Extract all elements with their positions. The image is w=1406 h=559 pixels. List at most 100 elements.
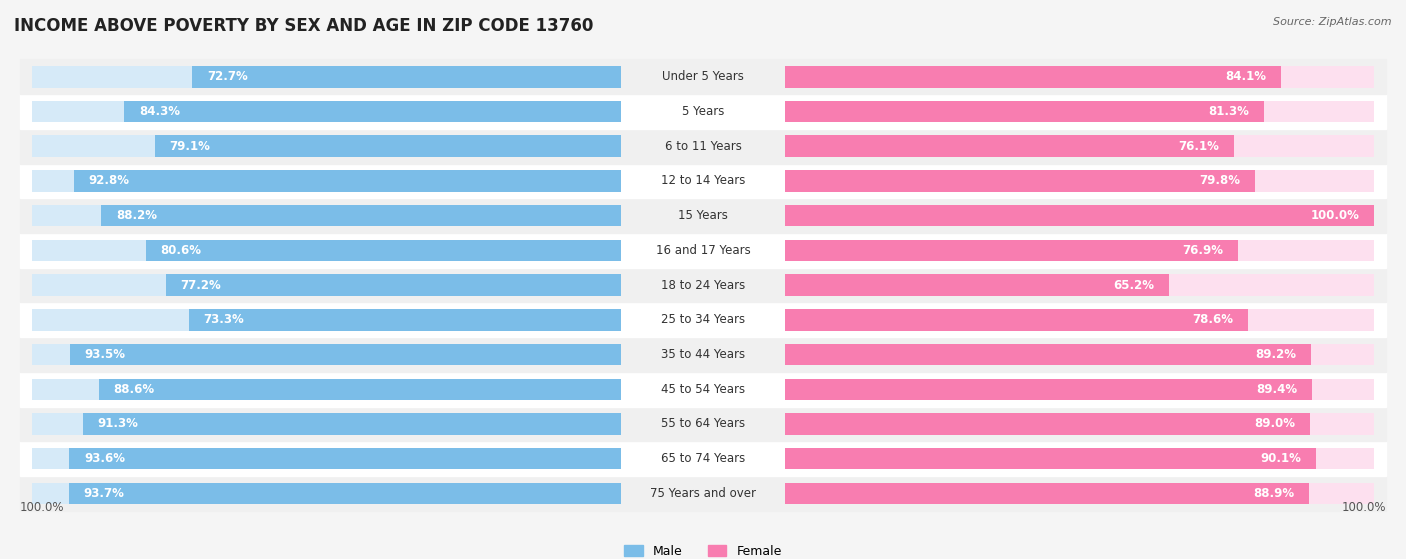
Bar — [786, 240, 1239, 261]
Bar — [786, 240, 1374, 261]
Bar — [32, 101, 620, 122]
Bar — [32, 482, 620, 504]
Bar — [20, 129, 1386, 164]
Bar — [124, 101, 620, 122]
Bar — [786, 205, 1374, 226]
Text: 91.3%: 91.3% — [97, 418, 139, 430]
Bar — [20, 233, 1386, 268]
Bar — [98, 378, 620, 400]
Bar — [786, 482, 1309, 504]
Bar — [69, 482, 620, 504]
Bar — [786, 378, 1374, 400]
Text: 84.3%: 84.3% — [139, 105, 180, 118]
Text: 77.2%: 77.2% — [181, 278, 222, 292]
Text: 76.9%: 76.9% — [1182, 244, 1223, 257]
Bar — [20, 59, 1386, 94]
Text: 25 to 34 Years: 25 to 34 Years — [661, 313, 745, 326]
Bar — [786, 309, 1249, 330]
Bar — [786, 274, 1170, 296]
Bar — [786, 448, 1316, 470]
Bar — [101, 205, 620, 226]
Text: 89.0%: 89.0% — [1254, 418, 1295, 430]
Bar — [786, 66, 1374, 88]
Text: Under 5 Years: Under 5 Years — [662, 70, 744, 83]
Text: 65.2%: 65.2% — [1114, 278, 1154, 292]
Bar — [155, 135, 620, 157]
Bar — [32, 205, 620, 226]
Bar — [146, 240, 620, 261]
Text: 79.1%: 79.1% — [170, 140, 211, 153]
Bar — [786, 135, 1233, 157]
Bar — [166, 274, 620, 296]
Bar — [786, 344, 1310, 366]
Bar — [83, 413, 620, 435]
Text: 84.1%: 84.1% — [1225, 70, 1265, 83]
Text: 100.0%: 100.0% — [1310, 209, 1360, 222]
Text: 100.0%: 100.0% — [20, 501, 65, 514]
Bar — [786, 482, 1374, 504]
Text: 80.6%: 80.6% — [160, 244, 201, 257]
Bar — [20, 442, 1386, 476]
Text: 6 to 11 Years: 6 to 11 Years — [665, 140, 741, 153]
Bar — [20, 164, 1386, 198]
Text: 93.6%: 93.6% — [84, 452, 125, 465]
Bar — [20, 337, 1386, 372]
Bar — [20, 406, 1386, 442]
Bar — [188, 309, 620, 330]
Text: 45 to 54 Years: 45 to 54 Years — [661, 383, 745, 396]
Text: 15 Years: 15 Years — [678, 209, 728, 222]
Text: 73.3%: 73.3% — [204, 313, 245, 326]
Text: 72.7%: 72.7% — [207, 70, 247, 83]
Text: 92.8%: 92.8% — [89, 174, 129, 187]
Bar — [32, 378, 620, 400]
Bar — [786, 205, 1374, 226]
Bar — [786, 448, 1374, 470]
Bar — [20, 268, 1386, 302]
Bar — [20, 198, 1386, 233]
Text: 89.4%: 89.4% — [1256, 383, 1298, 396]
Text: 89.2%: 89.2% — [1256, 348, 1296, 361]
Bar — [193, 66, 620, 88]
Text: 81.3%: 81.3% — [1209, 105, 1250, 118]
Bar — [786, 135, 1374, 157]
Text: 88.9%: 88.9% — [1253, 487, 1294, 500]
Bar — [32, 448, 620, 470]
Bar — [786, 170, 1256, 192]
Bar — [786, 413, 1374, 435]
Text: 79.8%: 79.8% — [1199, 174, 1240, 187]
Bar — [32, 413, 620, 435]
Text: 55 to 64 Years: 55 to 64 Years — [661, 418, 745, 430]
Text: 5 Years: 5 Years — [682, 105, 724, 118]
Text: 12 to 14 Years: 12 to 14 Years — [661, 174, 745, 187]
Text: 18 to 24 Years: 18 to 24 Years — [661, 278, 745, 292]
Bar — [786, 101, 1374, 122]
Bar — [786, 101, 1264, 122]
Text: 90.1%: 90.1% — [1260, 452, 1302, 465]
Bar — [32, 344, 620, 366]
Text: 78.6%: 78.6% — [1192, 313, 1233, 326]
Bar — [786, 413, 1309, 435]
Bar — [32, 274, 620, 296]
Text: 16 and 17 Years: 16 and 17 Years — [655, 244, 751, 257]
Bar — [786, 170, 1374, 192]
Bar — [786, 378, 1312, 400]
Text: 93.7%: 93.7% — [83, 487, 124, 500]
Bar — [20, 302, 1386, 337]
Text: 100.0%: 100.0% — [1341, 501, 1386, 514]
Text: Source: ZipAtlas.com: Source: ZipAtlas.com — [1274, 17, 1392, 27]
Text: 88.2%: 88.2% — [115, 209, 157, 222]
Bar — [20, 476, 1386, 511]
Bar — [69, 448, 620, 470]
Bar — [20, 372, 1386, 406]
Bar — [786, 66, 1281, 88]
Bar — [32, 170, 620, 192]
Bar — [786, 344, 1374, 366]
Bar — [32, 135, 620, 157]
Bar — [32, 309, 620, 330]
Text: 75 Years and over: 75 Years and over — [650, 487, 756, 500]
Text: 65 to 74 Years: 65 to 74 Years — [661, 452, 745, 465]
Bar — [786, 309, 1374, 330]
Text: 88.6%: 88.6% — [114, 383, 155, 396]
Text: 76.1%: 76.1% — [1178, 140, 1219, 153]
Text: INCOME ABOVE POVERTY BY SEX AND AGE IN ZIP CODE 13760: INCOME ABOVE POVERTY BY SEX AND AGE IN Z… — [14, 17, 593, 35]
